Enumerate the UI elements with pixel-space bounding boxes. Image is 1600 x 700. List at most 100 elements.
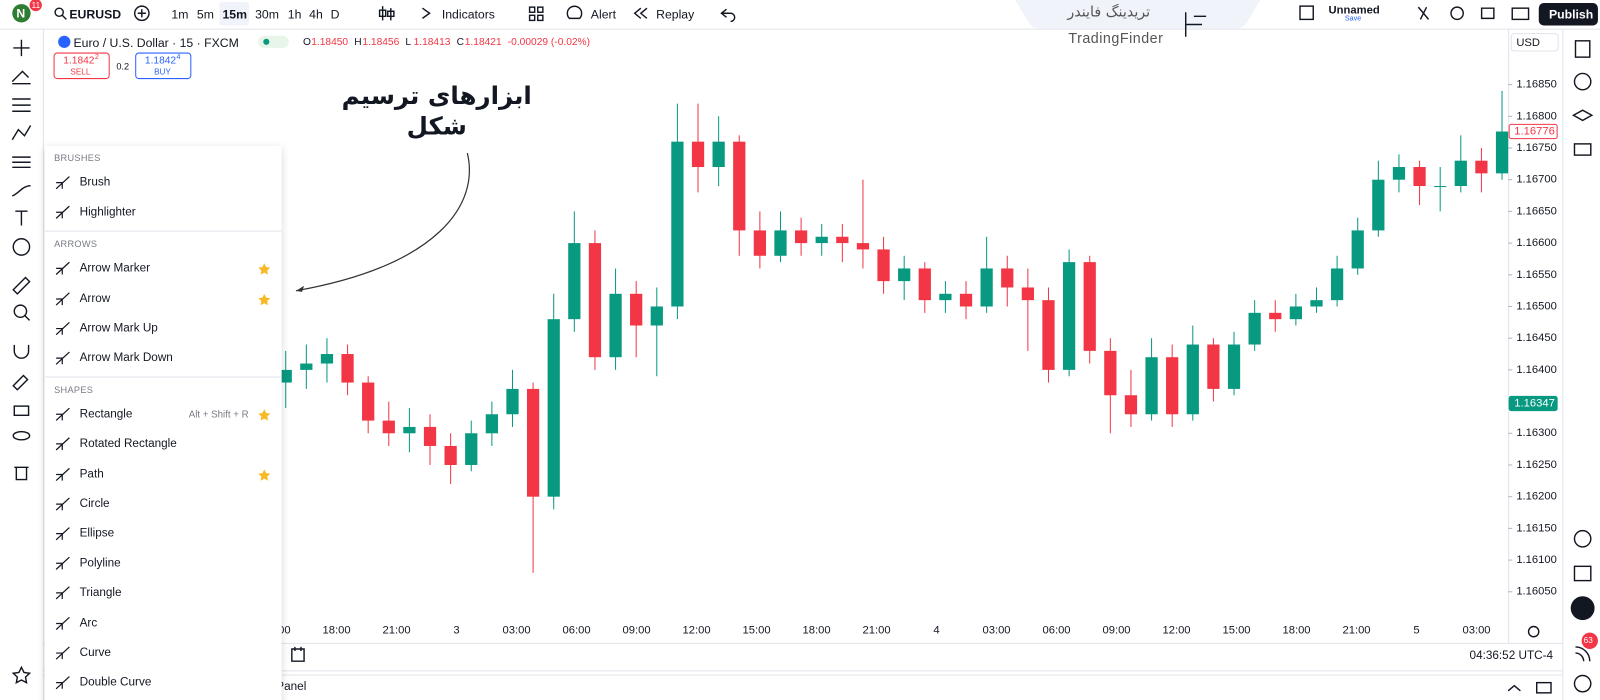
buy-price[interactable]: 1.1842: [144, 55, 177, 67]
y-tick-label: 1.16200: [1516, 491, 1557, 503]
interval[interactable]: 15m: [222, 7, 247, 22]
candle-body: [403, 426, 416, 434]
interval[interactable]: 1h: [287, 7, 302, 22]
candle-body: [836, 236, 849, 244]
menu-item-label[interactable]: Arrow: [79, 292, 111, 305]
y-tick-label: 1.16450: [1516, 332, 1557, 344]
candle-body: [1227, 344, 1241, 389]
menu-item[interactable]: Path: [45, 461, 282, 490]
favorite-star[interactable]: [257, 292, 271, 306]
x-tick-label: 12:00: [682, 625, 710, 637]
menu-item[interactable]: Arrow Mark Up: [45, 315, 282, 344]
candle-body: [362, 382, 375, 421]
x-tick-label: 03:00: [1462, 625, 1490, 637]
menu-item-label[interactable]: Triangle: [79, 587, 122, 600]
menu-item[interactable]: Rectangle Alt + Shift + R: [45, 401, 282, 430]
menu-item-icon: [55, 176, 70, 190]
favorite-star[interactable]: [257, 263, 271, 277]
menu-item-label[interactable]: Double Curve: [79, 676, 152, 689]
candle-body: [691, 141, 705, 168]
watermark-persian: تریدینگ فایندر: [1067, 4, 1151, 21]
menu-item-label[interactable]: Arrow Mark Down: [79, 352, 173, 365]
menu-item-icon: [55, 205, 70, 220]
menu-item-label[interactable]: Rotated Rectangle: [79, 438, 177, 451]
y-tick-label: 1.16550: [1516, 269, 1557, 281]
x-tick-label: 18:00: [1282, 625, 1310, 637]
interval[interactable]: 30m: [255, 7, 279, 22]
menu-item[interactable]: Rotated Rectangle: [45, 431, 282, 460]
x-tick-label: 21:00: [382, 625, 410, 637]
menu-item[interactable]: Curve: [45, 640, 282, 669]
menu-divider: [44, 231, 282, 233]
interval[interactable]: D: [330, 7, 340, 22]
menu-item[interactable]: Double Curve: [45, 669, 282, 698]
x-tick-label: 06:00: [562, 625, 590, 637]
menu-item-label[interactable]: Curve: [79, 646, 111, 659]
menu-item[interactable]: Arrow Mark Down: [45, 345, 282, 374]
menu-item[interactable]: Brush: [45, 169, 282, 198]
menu-item[interactable]: Triangle: [45, 580, 282, 609]
menu-item-label[interactable]: Arrow Marker: [79, 262, 151, 275]
menu-item-label[interactable]: Polyline: [79, 557, 121, 570]
menu-item-label[interactable]: Arc: [79, 616, 98, 630]
menu-item[interactable]: Polyline: [45, 550, 282, 579]
menu-item[interactable]: Arc: [45, 610, 282, 639]
menu-item[interactable]: Arrow Marker: [45, 255, 282, 284]
price-label-box: [1508, 123, 1558, 140]
price-label: 1.16776: [1514, 125, 1555, 137]
menu-item[interactable]: Circle: [45, 491, 282, 520]
interval[interactable]: 4h: [309, 7, 323, 22]
menu-item-label[interactable]: Rectangle: [79, 408, 133, 421]
candle-body: [1330, 268, 1344, 301]
menu-item-label[interactable]: Brush: [79, 176, 111, 189]
favorite-star[interactable]: [257, 408, 271, 422]
candle-body: [733, 141, 746, 231]
candle-body: [1166, 357, 1179, 415]
menu-item-icon: [55, 437, 70, 451]
y-tick-label: 1.16800: [1516, 110, 1557, 122]
candle-body: [526, 388, 540, 497]
menu-item-label[interactable]: Path: [79, 467, 104, 481]
candle-body: [485, 414, 498, 434]
replay-button[interactable]: Replay: [656, 7, 695, 22]
candle-body: [794, 230, 808, 244]
menu-section-title: SHAPES: [54, 384, 94, 396]
ohlc-key: O: [303, 36, 311, 48]
avatar[interactable]: N: [16, 6, 26, 21]
interval[interactable]: 1m: [171, 7, 189, 22]
notification-badge: 11: [31, 1, 41, 11]
publish-button[interactable]: Publish: [1548, 7, 1594, 22]
legend-title: Euro / U.S. Dollar · 15 · FXCM: [73, 35, 239, 50]
candle-body: [712, 141, 725, 168]
clock: 04:36:52 UTC-4: [1469, 649, 1554, 663]
candle-body: [444, 445, 457, 465]
menu-item-icon: [55, 527, 70, 541]
symbol[interactable]: EURUSD: [69, 7, 122, 22]
sidebar-badge: 63: [1583, 635, 1593, 645]
menu-item[interactable]: Ellipse: [45, 520, 282, 549]
indicators-button[interactable]: Indicators: [441, 7, 495, 22]
y-tick-label: 1.16700: [1516, 174, 1557, 186]
y-tick-label: 1.16250: [1516, 459, 1557, 471]
watermark-latin: TradingFinder: [1068, 29, 1164, 46]
menu-item-label[interactable]: Ellipse: [79, 527, 115, 540]
menu-item-label[interactable]: Arrow Mark Up: [79, 322, 158, 335]
candle-body: [1495, 131, 1509, 174]
menu-item[interactable]: Highlighter: [45, 199, 282, 228]
alert-button[interactable]: Alert: [590, 7, 617, 22]
ohlc-value: 1.18456: [362, 36, 400, 48]
layout-name[interactable]: Unnamed: [1328, 4, 1380, 17]
menu-item-label[interactable]: Highlighter: [79, 206, 136, 219]
save-label: Save: [1344, 15, 1362, 23]
candle-body: [898, 268, 911, 282]
menu-item-label[interactable]: Circle: [79, 497, 110, 510]
menu-item[interactable]: Arrow: [45, 285, 282, 314]
y-tick-label: 1.16100: [1516, 554, 1557, 566]
candle-body: [774, 230, 787, 256]
interval[interactable]: 5m: [196, 7, 214, 22]
favorite-star[interactable]: [257, 468, 271, 482]
candle-body: [1021, 287, 1034, 301]
menu-item-icon: [55, 646, 70, 660]
menu-section-title: BRUSHES: [54, 153, 101, 164]
sell-price[interactable]: 1.1842: [63, 55, 95, 67]
